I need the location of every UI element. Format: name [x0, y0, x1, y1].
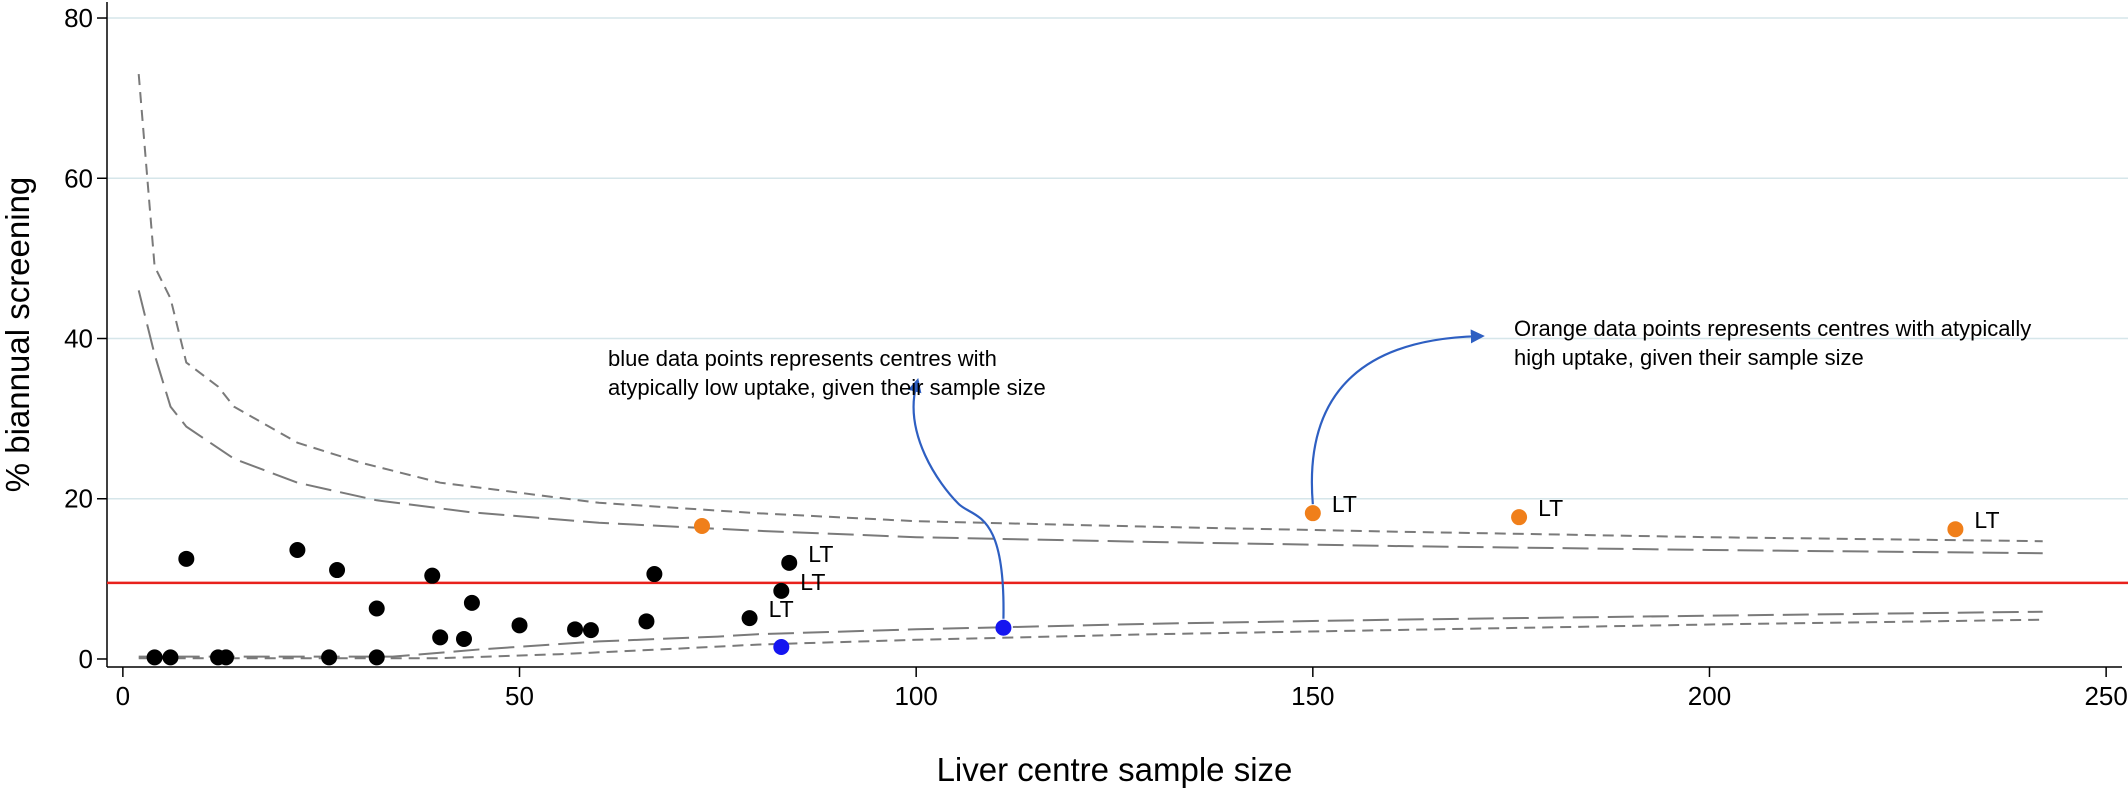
data-points [146, 505, 1964, 666]
control-limit-line [138, 610, 2043, 658]
y-tick-label: 0 [79, 644, 93, 674]
data-point [368, 600, 385, 617]
annotation-text-line: blue data points represents centres with [608, 346, 997, 371]
x-axis-title: Liver centre sample size [937, 751, 1293, 788]
point-label-lt: LT [1974, 507, 1999, 533]
point-label-lt: LT [800, 569, 825, 595]
arrow-blue-annotation [907, 377, 1005, 619]
annotation-text-line: atypically low uptake, given their sampl… [608, 375, 1046, 400]
y-tick-label: 40 [64, 324, 93, 354]
x-tick-label: 100 [894, 681, 937, 711]
arrow-orange-annotation [1310, 329, 1485, 505]
point-label-lt: LT [1332, 491, 1357, 517]
data-point [329, 562, 346, 579]
annotations: blue data points represents centres with… [608, 316, 2031, 400]
annotation-text-line: high uptake, given their sample size [1514, 345, 1864, 370]
annotation-arrows [907, 329, 1485, 619]
control-limits [137, 74, 2043, 660]
y-tick-label: 80 [64, 3, 93, 33]
data-point [289, 542, 306, 559]
y-tick-label: 20 [64, 484, 93, 514]
data-point [582, 622, 599, 639]
data-point [773, 638, 790, 655]
data-point [217, 649, 234, 666]
y-tick-label: 60 [64, 163, 93, 193]
data-point [368, 649, 385, 666]
data-point [511, 617, 528, 634]
data-point [321, 649, 338, 666]
data-point [424, 567, 441, 584]
data-point [455, 630, 472, 647]
x-tick-label: 0 [116, 681, 130, 711]
data-point [638, 613, 655, 630]
control-limit-line [138, 618, 2043, 660]
data-point [178, 550, 195, 567]
data-point [463, 594, 480, 611]
y-axis-title: % biannual screening [0, 177, 36, 493]
point-label-lt: LT [808, 541, 833, 567]
data-point [646, 566, 663, 583]
x-tick-label: 250 [2084, 681, 2127, 711]
data-point [741, 610, 758, 627]
annotation-text-line: Orange data points represents centres wi… [1514, 316, 2031, 341]
data-point [773, 582, 790, 599]
x-tick-label: 200 [1688, 681, 1731, 711]
data-point [567, 621, 584, 638]
data-point [146, 649, 163, 666]
point-label-lt: LT [1538, 495, 1563, 521]
data-point [1511, 509, 1528, 526]
x-tick-label: 50 [505, 681, 534, 711]
data-point [1947, 521, 1964, 538]
axes: 0 20 40 60 80 0 50 100 150 200 250 [64, 2, 2128, 711]
control-limit-line [137, 290, 2043, 555]
data-point [432, 629, 449, 646]
point-label-lt: LT [769, 596, 794, 622]
data-point [1304, 505, 1321, 522]
data-point [781, 554, 798, 571]
data-point [995, 619, 1012, 636]
gridlines [107, 17, 2128, 500]
x-tick-label: 150 [1291, 681, 1334, 711]
data-point [693, 517, 710, 534]
data-point [162, 649, 179, 666]
control-limit-line [137, 74, 2043, 543]
